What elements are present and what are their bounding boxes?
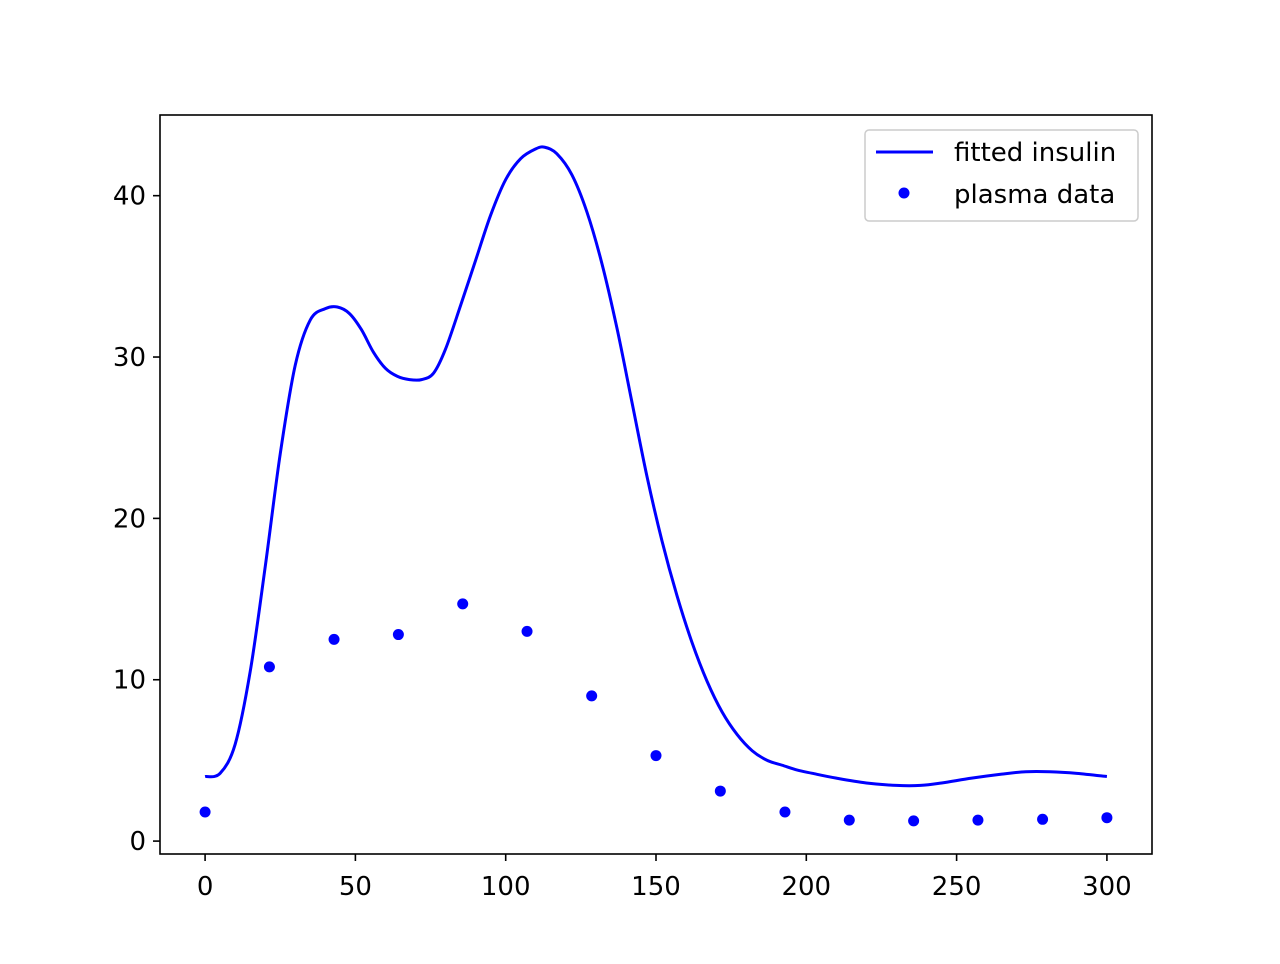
data-point-plasma	[908, 815, 920, 827]
legend-dot-swatch	[898, 187, 910, 199]
y-tick-label: 30	[113, 343, 146, 373]
data-point-plasma	[392, 629, 404, 641]
legend-box	[864, 129, 1139, 222]
x-tick-label: 0	[197, 872, 214, 902]
x-tick-label: 100	[481, 872, 531, 902]
data-point-plasma	[972, 814, 984, 826]
legend-label-plasma-data: plasma data	[954, 180, 1115, 210]
y-tick-label: 40	[113, 182, 146, 212]
x-tick-label: 250	[932, 872, 982, 902]
data-point-plasma	[843, 814, 855, 826]
data-point-plasma	[1037, 813, 1049, 825]
data-point-plasma	[650, 750, 662, 762]
data-point-plasma	[199, 806, 211, 818]
axes-frame	[159, 114, 1153, 855]
y-tick-label: 10	[113, 666, 146, 696]
x-tick-label: 150	[631, 872, 681, 902]
data-point-plasma	[263, 661, 275, 673]
x-tick-label: 50	[339, 872, 372, 902]
data-point-plasma	[521, 625, 533, 637]
legend-label-fitted-insulin: fitted insulin	[954, 138, 1116, 168]
y-tick-label: 0	[129, 827, 146, 857]
x-axis: 0 50 100 150 200 250 300	[197, 854, 1132, 902]
data-point-plasma	[714, 785, 726, 797]
data-point-plasma	[779, 806, 791, 818]
x-tick-label: 300	[1082, 872, 1132, 902]
series-line-fitted-insulin	[204, 145, 1108, 788]
data-point-plasma	[1101, 812, 1113, 824]
data-point-plasma	[457, 598, 469, 610]
x-tick-label: 200	[781, 872, 831, 902]
data-point-plasma	[586, 690, 598, 702]
y-tick-label: 20	[113, 504, 146, 534]
data-point-plasma	[328, 633, 340, 645]
legend: fitted insulin plasma data	[864, 129, 1139, 222]
series-layer	[199, 145, 1113, 827]
y-axis: 0 10 20 30 40	[113, 182, 160, 857]
